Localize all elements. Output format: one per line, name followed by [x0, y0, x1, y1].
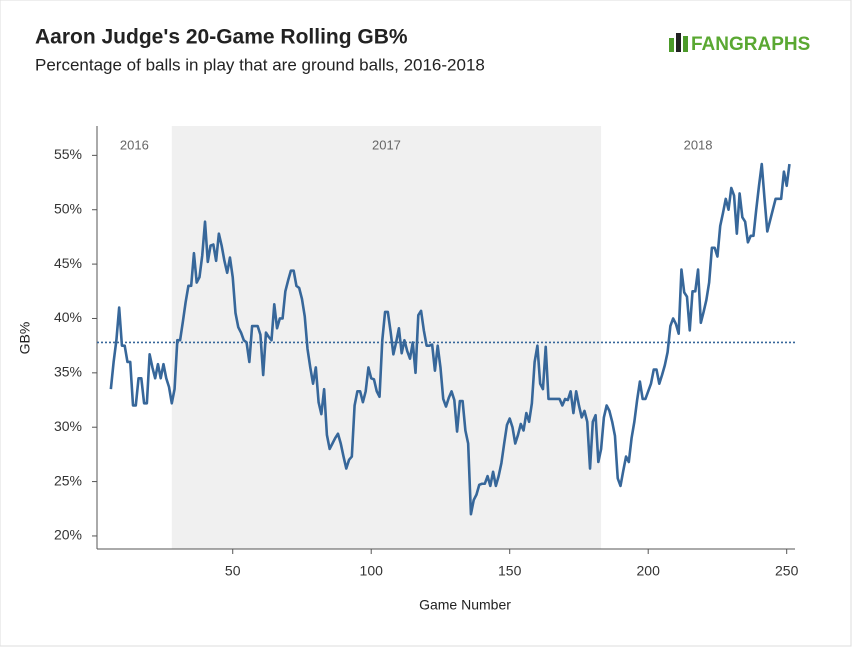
chart-title: Aaron Judge's 20-Game Rolling GB% [35, 26, 408, 49]
y-tick-label: 40% [54, 309, 82, 325]
logo-icon [683, 36, 688, 52]
x-tick-label: 200 [637, 563, 661, 579]
y-tick-label: 30% [54, 418, 82, 434]
y-tick-label: 45% [54, 255, 82, 271]
x-tick-label: 100 [360, 563, 384, 579]
logo-text: FANGRAPHS [691, 34, 810, 55]
data-line [109, 162, 791, 516]
y-tick-label: 25% [54, 472, 82, 488]
logo-icon [669, 38, 674, 52]
y-tick-label: 35% [54, 364, 82, 380]
period-shade [171, 126, 602, 549]
y-axis-label: GB% [17, 322, 33, 355]
x-tick-label: 150 [498, 563, 522, 579]
chart-subtitle: Percentage of balls in play that are gro… [35, 55, 485, 74]
y-tick-label: 50% [54, 200, 82, 216]
period-label: 2016 [120, 137, 149, 152]
logo-icon [676, 33, 681, 52]
y-tick-label: 55% [54, 146, 82, 162]
y-tick-label: 20% [54, 527, 82, 543]
period-label: 2017 [372, 137, 401, 152]
x-tick-label: 50 [225, 563, 241, 579]
background-layer [171, 126, 602, 549]
period-label: 2018 [684, 137, 713, 152]
x-tick-label: 250 [775, 563, 799, 579]
logo: FANGRAPHS [669, 33, 810, 55]
x-axis-label: Game Number [419, 597, 511, 613]
